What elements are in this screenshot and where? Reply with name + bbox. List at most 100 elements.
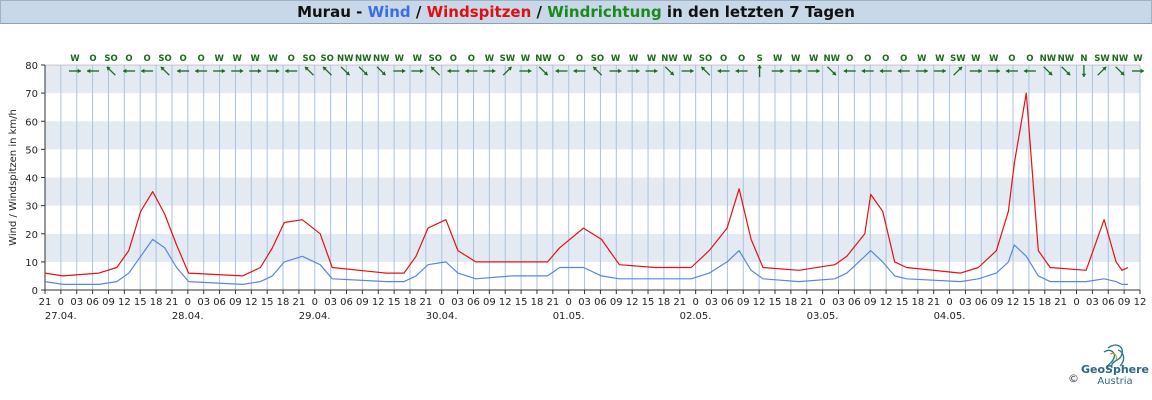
wind-direction-arrowhead xyxy=(861,68,865,74)
wind-direction-arrowhead xyxy=(323,66,327,71)
x-tick-label: 12 xyxy=(245,297,258,308)
x-tick-label: 03 xyxy=(1086,297,1099,308)
wind-direction-label: W xyxy=(971,54,981,64)
x-tick-label: 21 xyxy=(800,297,813,308)
x-tick-label: 15 xyxy=(1023,297,1036,308)
x-tick-label: 0 xyxy=(946,297,952,308)
x-tick-label: 21 xyxy=(673,297,686,308)
plot-band xyxy=(45,149,1140,178)
x-tick-label: 21 xyxy=(166,297,179,308)
wind-direction-label: SW xyxy=(950,54,966,64)
x-tick-label: 09 xyxy=(483,297,496,308)
x-tick-label: 18 xyxy=(1038,297,1051,308)
wind-direction-arrowhead xyxy=(492,68,496,74)
x-tick-label: 15 xyxy=(642,297,655,308)
chart-title: Murau - Wind / Windspitzen / Windrichtun… xyxy=(0,0,1152,24)
x-tick-label: 09 xyxy=(610,297,623,308)
x-tick-label: 0 xyxy=(312,297,318,308)
x-tick-label: 0 xyxy=(58,297,64,308)
wind-direction-label: W xyxy=(268,54,278,64)
x-tick-label: 06 xyxy=(86,297,99,308)
wind-direction-arrowhead xyxy=(431,66,435,71)
y-tick-label: 10 xyxy=(25,258,38,269)
wind-direction-label: W xyxy=(683,54,693,64)
x-tick-label: 09 xyxy=(102,297,115,308)
wind-direction-arrowhead xyxy=(897,68,902,74)
wind-direction-label: W xyxy=(521,54,531,64)
wind-direction-label: SO xyxy=(591,54,604,64)
wind-direction-label: SO xyxy=(303,54,316,64)
x-tick-label: 06 xyxy=(848,297,861,308)
wind-direction-label: W xyxy=(989,54,999,64)
title-sep-1: / xyxy=(410,3,427,21)
wind-direction-arrowhead xyxy=(816,68,820,74)
x-tick-label: 03 xyxy=(324,297,337,308)
plot-band xyxy=(45,261,1140,290)
x-tick-label: 12 xyxy=(372,297,385,308)
y-tick-label: 80 xyxy=(25,61,38,72)
plot-band xyxy=(45,205,1140,234)
wind-direction-arrowhead xyxy=(285,68,289,74)
wind-direction-label: O xyxy=(468,54,475,64)
x-tick-label: 12 xyxy=(753,297,766,308)
wind-direction-arrowhead xyxy=(123,68,127,74)
x-tick-label: 03 xyxy=(197,297,210,308)
x-tick-label: 18 xyxy=(531,297,544,308)
wind-direction-label: O xyxy=(179,54,186,64)
wind-direction-arrowhead xyxy=(798,68,802,74)
x-tick-label: 0 xyxy=(566,297,572,308)
wind-direction-label: NW xyxy=(1058,54,1075,64)
x-tick-label: 06 xyxy=(1102,297,1115,308)
wind-direction-label: O xyxy=(1026,54,1033,64)
x-tick-label: 03 xyxy=(451,297,464,308)
wind-direction-arrowhead xyxy=(420,68,424,74)
wind-direction-arrowhead xyxy=(465,68,469,74)
x-tick-label: 03 xyxy=(832,297,845,308)
wind-direction-label: O xyxy=(89,54,96,64)
wind-direction-arrowhead xyxy=(573,68,577,74)
wind-direction-label: W xyxy=(250,54,260,64)
wind-direction-label: SW xyxy=(500,54,516,64)
wind-direction-label: NW xyxy=(373,54,390,64)
x-tick-label: 06 xyxy=(975,297,988,308)
x-tick-label: 15 xyxy=(134,297,147,308)
y-tick-label: 40 xyxy=(25,174,38,185)
title-station: Murau - xyxy=(297,3,368,21)
x-tick-label: 18 xyxy=(277,297,290,308)
x-tick-label: 12 xyxy=(880,297,893,308)
plot-band xyxy=(45,65,1140,94)
wind-direction-arrowhead xyxy=(1140,68,1144,74)
wind-direction-label: NW xyxy=(823,54,840,64)
x-tick-label: 15 xyxy=(388,297,401,308)
x-tick-label: 21 xyxy=(293,297,306,308)
wind-direction-arrowhead xyxy=(195,68,199,74)
x-tick-label: 06 xyxy=(594,297,607,308)
x-tick-label: 03 xyxy=(578,297,591,308)
wind-direction-label: O xyxy=(1008,54,1015,64)
wind-direction-arrowhead xyxy=(555,68,559,74)
wind-direction-label: O xyxy=(125,54,132,64)
wind-direction-label: S xyxy=(757,54,763,64)
x-tick-label: 09 xyxy=(1118,297,1131,308)
x-tick-label: 0 xyxy=(439,297,445,308)
wind-direction-label: W xyxy=(232,54,242,64)
wind-direction-label: W xyxy=(413,54,423,64)
plot-band xyxy=(45,93,1140,122)
title-sep-2: / xyxy=(531,3,548,21)
x-tick-label: 15 xyxy=(769,297,782,308)
wind-direction-arrowhead xyxy=(780,68,784,74)
x-tick-label: 15 xyxy=(896,297,909,308)
wind-direction-arrowhead xyxy=(177,68,181,74)
wind-direction-label: W xyxy=(935,54,945,64)
wind-direction-arrowhead xyxy=(402,68,406,74)
logo-subtitle: Austria xyxy=(1097,376,1133,387)
x-tick-label: 21 xyxy=(39,297,52,308)
wind-direction-arrowhead xyxy=(717,68,721,74)
wind-direction-arrowhead xyxy=(543,71,548,76)
wind-direction-label: O xyxy=(198,54,205,64)
plot-band xyxy=(45,177,1140,206)
y-axis-label: Wind / Windspitzen in km/h xyxy=(8,109,19,246)
wind-direction-label: O xyxy=(864,54,871,64)
wind-direction-label: W xyxy=(395,54,405,64)
wind-direction-label: W xyxy=(809,54,819,64)
